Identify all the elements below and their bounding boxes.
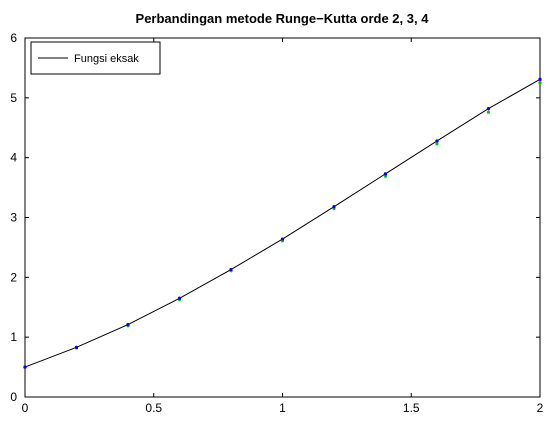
legend: Fungsi eksak: [30, 41, 161, 75]
series-1-point: [486, 110, 491, 114]
series-line-0: [24, 78, 541, 368]
y-tick-label: 6: [10, 31, 17, 45]
y-tick-label: 4: [10, 151, 17, 165]
y-tick-label: 0: [10, 390, 17, 404]
y-tick-label: 5: [10, 91, 17, 105]
series-3-point: [74, 345, 79, 349]
series-3-point: [538, 77, 542, 81]
series-3-point: [383, 172, 388, 176]
series-3-point: [435, 139, 439, 143]
series-3-point: [332, 205, 336, 209]
series-3-point: [23, 365, 27, 369]
y-tick-label: 3: [10, 211, 17, 225]
x-tick-label: 0.5: [145, 401, 162, 415]
series-3-point: [177, 296, 182, 300]
series-3-point: [126, 323, 130, 327]
series-layer: [23, 77, 542, 369]
x-tick-label: 1.5: [403, 401, 420, 415]
x-tick-label: 2: [537, 401, 544, 415]
legend-label: Fungsi eksak: [74, 53, 139, 65]
x-tick-label: 0: [22, 401, 29, 415]
plot-frame: [24, 37, 541, 398]
series-3-point: [280, 237, 285, 241]
chart-title: Perbandingan metode Runge−Kutta orde 2, …: [136, 11, 430, 26]
series-1-point: [383, 174, 388, 178]
series-1-point: [435, 142, 439, 146]
series-3-point: [229, 267, 233, 272]
x-tick-label: 1: [279, 401, 286, 415]
series-1-point: [538, 81, 542, 85]
axes: 0 0.5 1 1.5 2 0 1 2 3 4 5 6: [10, 31, 543, 415]
y-tick-label: 2: [10, 270, 17, 284]
series-3-point: [486, 107, 491, 111]
y-tick-label: 1: [10, 330, 17, 344]
